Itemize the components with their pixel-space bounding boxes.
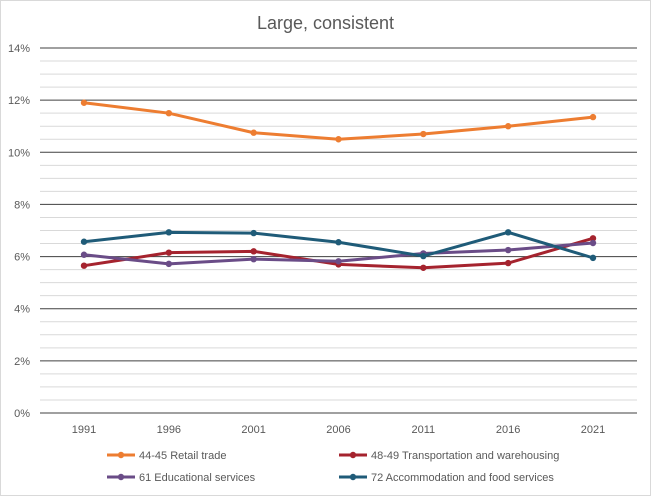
data-point	[165, 249, 173, 256]
legend-label: 72 Accommodation and food services	[371, 472, 554, 484]
data-point	[589, 239, 597, 247]
legend: 44-45 Retail trade 48-49 Transportation a…	[107, 450, 559, 484]
legend-marker	[117, 473, 125, 481]
chart-title: Large, consistent	[257, 13, 394, 33]
y-tick-label: 0%	[14, 408, 30, 420]
y-tick-label: 10%	[8, 147, 30, 159]
legend-label: 48-49 Transportation and warehousing	[371, 450, 559, 462]
data-point	[80, 262, 88, 269]
x-tick-label: 2001	[241, 424, 265, 436]
grid	[40, 47, 637, 414]
data-point	[504, 259, 512, 267]
data-point	[589, 113, 597, 121]
y-tick-label: 2%	[14, 356, 30, 368]
legend-item: 44-45 Retail trade	[107, 450, 226, 462]
y-axis-ticks: 0% 2% 4% 6% 8% 10% 12% 14%	[8, 43, 30, 420]
data-point	[589, 254, 597, 262]
x-tick-label: 1991	[72, 424, 96, 436]
series-group	[80, 99, 597, 271]
data-point	[504, 123, 512, 130]
series-1	[80, 99, 597, 143]
data-point	[165, 260, 173, 268]
legend-item: 72 Accommodation and food services	[339, 472, 554, 484]
x-axis-ticks: 1991 1996 2001 2006 2011 2016 2021	[72, 424, 605, 436]
data-point	[420, 252, 427, 260]
data-point	[250, 248, 257, 255]
y-tick-label: 14%	[8, 43, 30, 55]
x-tick-label: 2021	[581, 424, 605, 436]
data-point	[420, 130, 427, 138]
data-point	[250, 129, 257, 136]
data-point	[250, 229, 257, 237]
x-tick-label: 1996	[157, 424, 181, 436]
data-point	[250, 255, 257, 263]
data-point	[165, 229, 173, 236]
data-point	[335, 239, 342, 246]
data-point	[420, 264, 427, 271]
legend-label: 61 Educational services	[139, 472, 256, 484]
data-point	[80, 238, 88, 245]
data-point	[80, 251, 88, 258]
data-point	[335, 258, 342, 265]
x-tick-label: 2006	[326, 424, 350, 436]
data-point	[504, 246, 512, 254]
data-point	[335, 136, 342, 143]
data-point	[504, 229, 512, 236]
legend-marker	[349, 473, 357, 481]
y-tick-label: 4%	[14, 304, 30, 316]
data-point	[589, 235, 597, 242]
data-point	[165, 109, 173, 117]
legend-label: 44-45 Retail trade	[139, 450, 226, 462]
series-3	[80, 239, 597, 268]
legend-marker	[349, 451, 357, 459]
x-tick-label: 2011	[412, 424, 436, 436]
series-4	[80, 229, 597, 262]
y-tick-label: 6%	[14, 252, 30, 264]
legend-marker	[117, 451, 125, 459]
y-tick-label: 8%	[14, 199, 30, 211]
legend-item: 61 Educational services	[107, 472, 256, 484]
data-point	[80, 99, 88, 106]
series-line	[82, 101, 595, 141]
x-tick-label: 2016	[496, 424, 520, 436]
legend-item: 48-49 Transportation and warehousing	[339, 450, 559, 462]
y-tick-label: 12%	[8, 95, 30, 107]
